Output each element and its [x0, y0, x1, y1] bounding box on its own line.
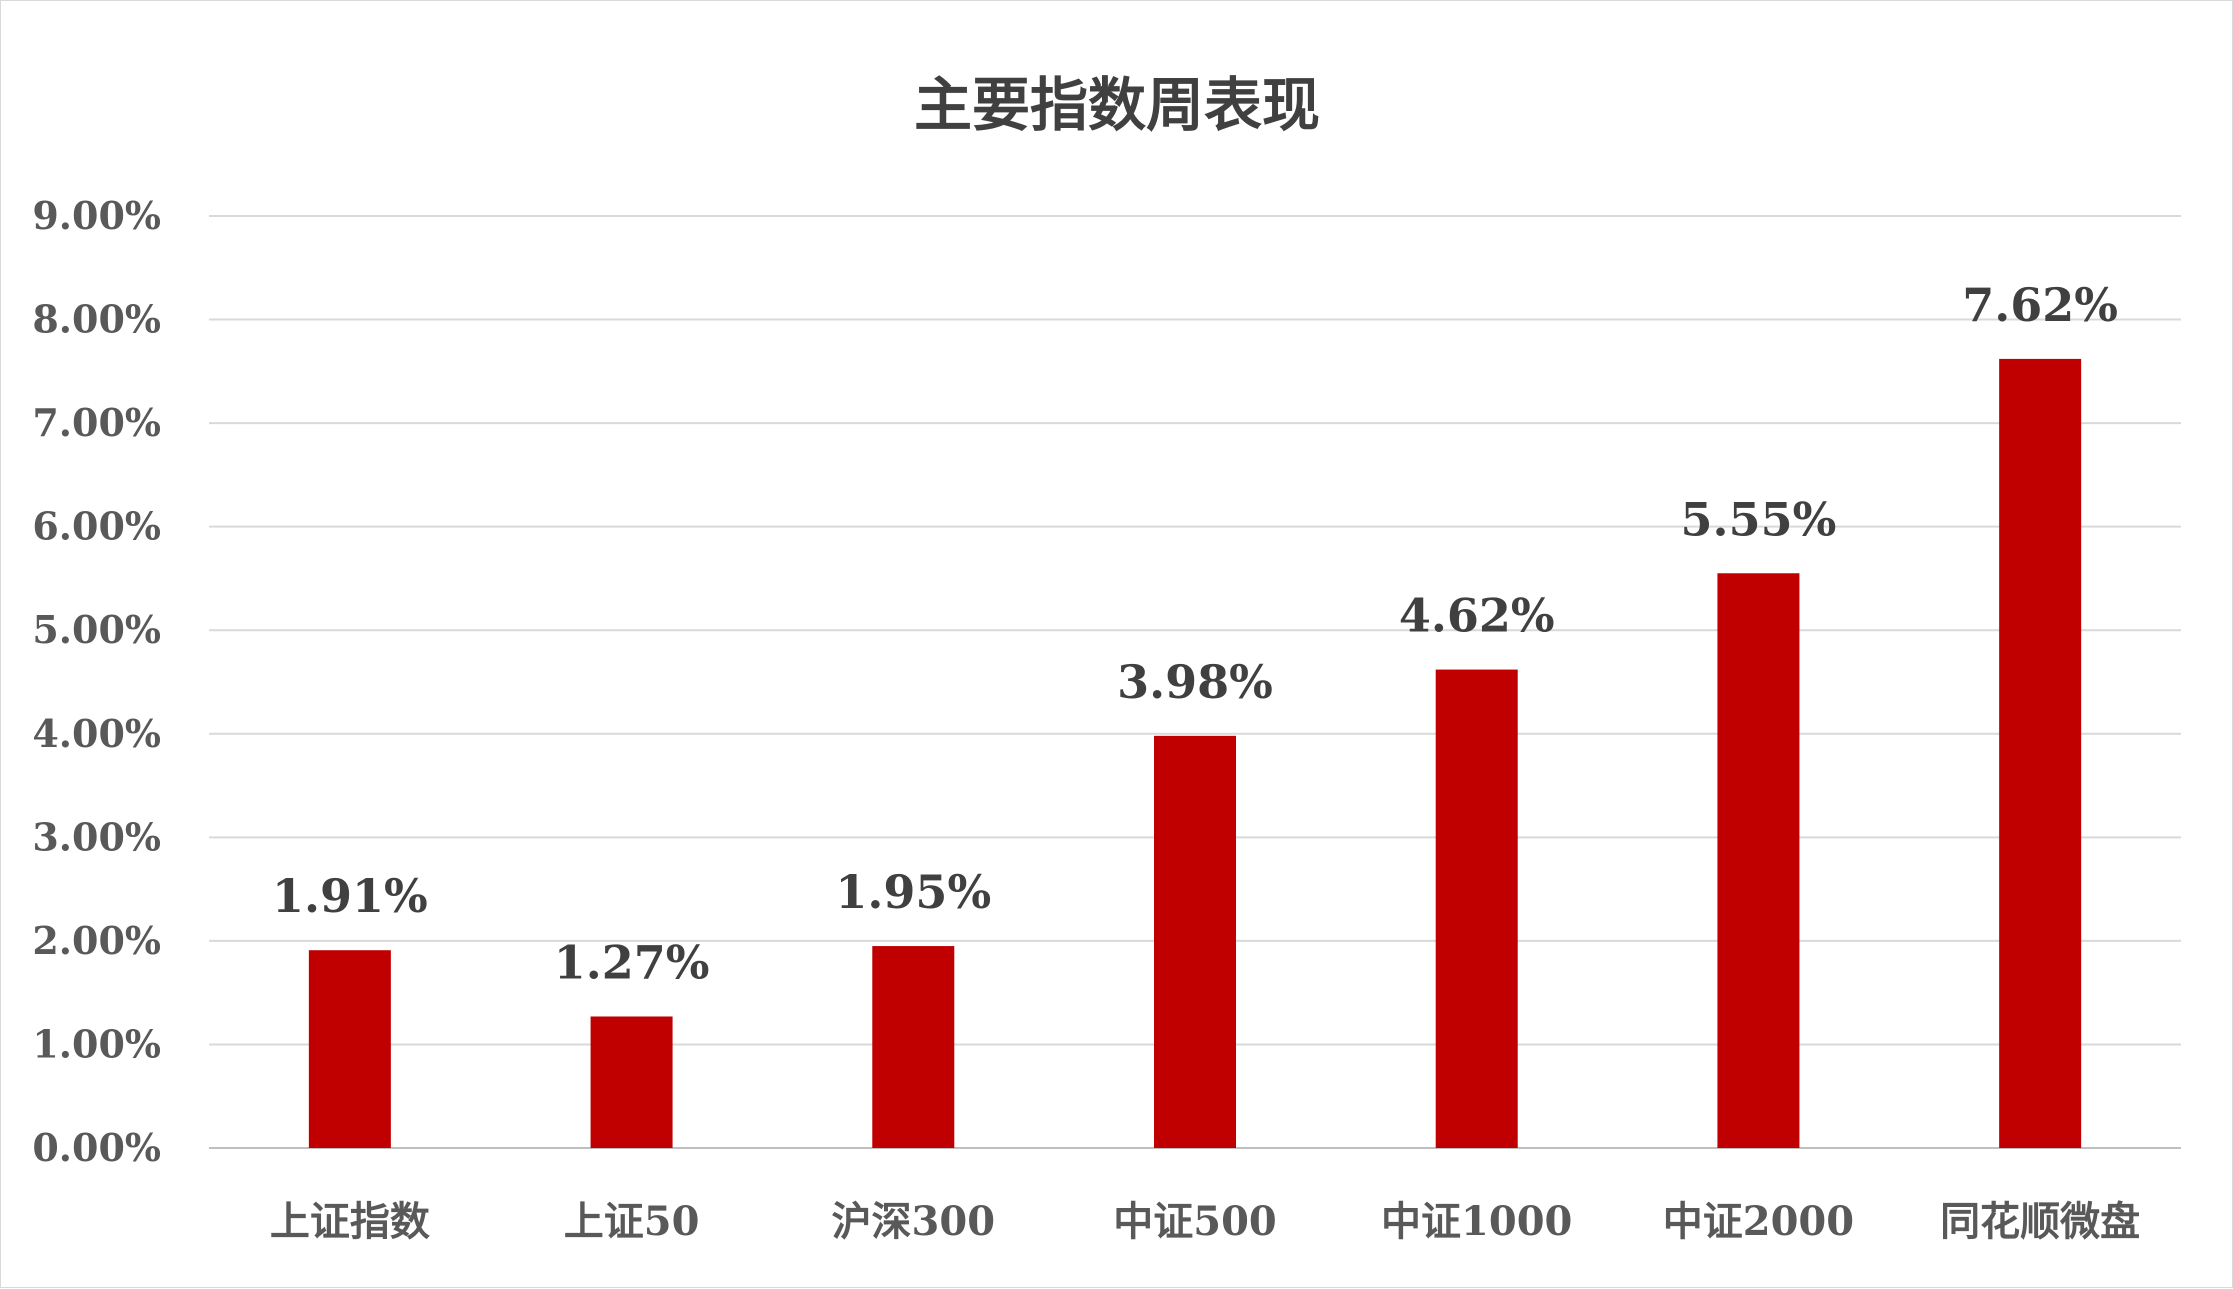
bar [308, 950, 391, 1148]
chart-title: 主要指数周表现 [914, 71, 1320, 139]
bar [1717, 573, 1800, 1148]
y-tick-label: 8.00% [32, 297, 161, 342]
y-tick-label: 0.00% [32, 1125, 161, 1170]
gridlines [209, 215, 2181, 1149]
bar [590, 1016, 673, 1148]
y-tick-label: 6.00% [32, 504, 161, 549]
x-axis-ticks: 上证指数 上证50 沪深300 中证500 中证1000 中证2000 同花顺微盘 [270, 1198, 2140, 1245]
data-label: 7.62% [1962, 278, 2118, 332]
bar [872, 946, 955, 1148]
x-tick-label: 中证1000 [1381, 1198, 1572, 1245]
y-tick-label: 5.00% [32, 607, 161, 652]
x-tick-label: 中证500 [1113, 1198, 1277, 1245]
data-label: 3.98% [1117, 655, 1273, 709]
x-tick-label: 沪深300 [832, 1198, 996, 1245]
y-tick-label: 2.00% [32, 918, 161, 963]
y-axis-ticks: 0.00% 1.00% 2.00% 3.00% 4.00% 5.00% 6.00% 7.00%… [32, 193, 161, 1170]
y-tick-label: 9.00% [32, 193, 161, 238]
y-tick-label: 3.00% [32, 814, 161, 859]
y-tick-label: 7.00% [32, 400, 161, 445]
y-tick-label: 1.00% [32, 1021, 161, 1066]
data-label: 5.55% [1681, 492, 1837, 546]
data-label: 4.62% [1399, 589, 1555, 643]
bar [1435, 669, 1518, 1148]
bar [1999, 358, 2082, 1148]
x-tick-label: 同花顺微盘 [1940, 1198, 2140, 1245]
data-label: 1.91% [272, 869, 428, 923]
x-tick-label: 中证2000 [1663, 1198, 1854, 1245]
bars [308, 358, 2082, 1148]
data-label: 1.95% [835, 865, 991, 919]
data-label: 1.27% [554, 935, 710, 989]
y-tick-label: 4.00% [32, 711, 161, 756]
bar [1154, 735, 1236, 1148]
x-tick-label: 上证指数 [270, 1198, 430, 1245]
data-labels: 1.91% 1.27% 1.95% 3.98% 4.62% 5.55% 7.62% [272, 278, 2118, 990]
x-tick-label: 上证50 [564, 1198, 700, 1245]
